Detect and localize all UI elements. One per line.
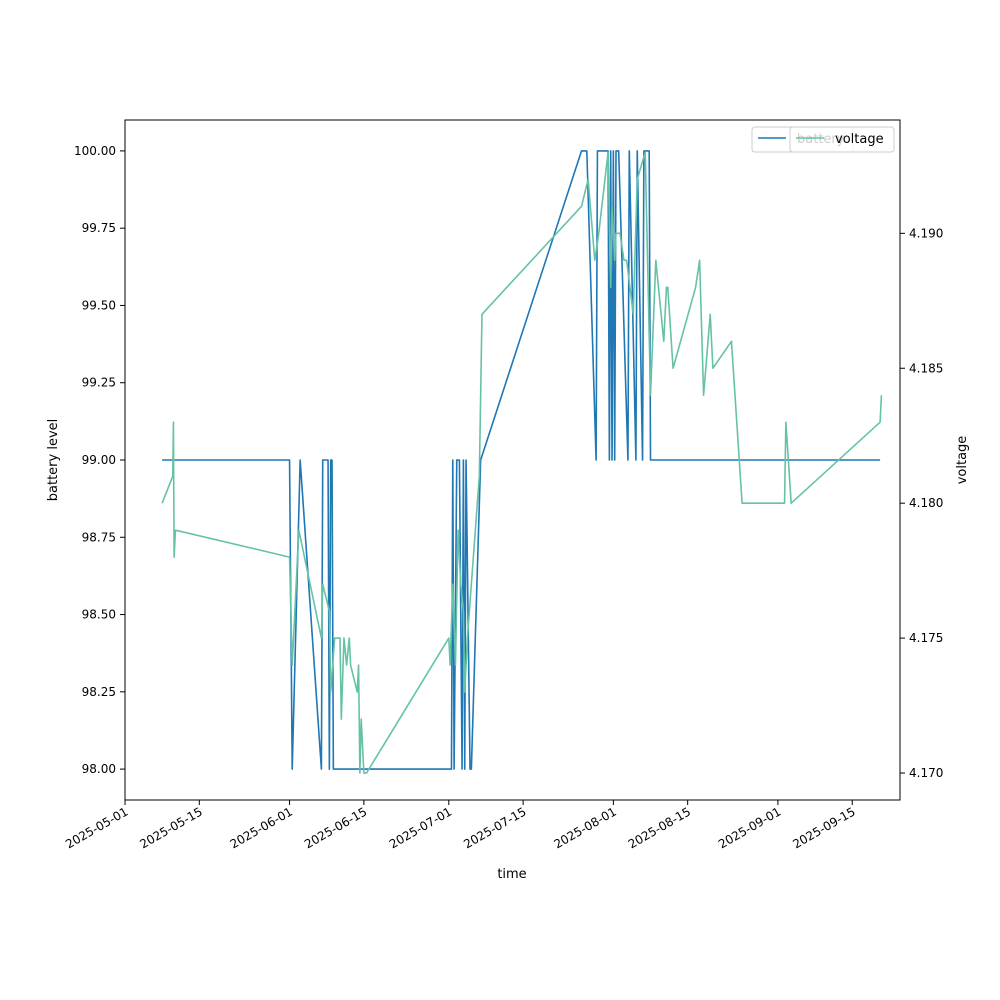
x-axis-label: time: [497, 867, 526, 882]
y-tick-label: 99.25: [82, 376, 116, 390]
y-tick-label: 98.50: [82, 608, 116, 622]
y-tick-label: 98.25: [82, 685, 116, 699]
series-line-voltage: [161, 151, 883, 774]
y2-axis-label: voltage: [955, 436, 970, 485]
y2-tick-label: 4.180: [909, 496, 943, 510]
legend-label: voltage: [835, 132, 884, 147]
y-tick-label: 98.75: [82, 530, 116, 544]
y-axis-label: battery level: [46, 419, 61, 502]
y2-tick-label: 4.185: [909, 361, 943, 375]
legend-layer: batteryvoltage: [751, 126, 895, 153]
y-tick-label: 99.75: [82, 221, 116, 235]
y2-tick-label: 4.190: [909, 226, 943, 240]
y2-tick-label: 4.175: [909, 631, 943, 645]
y-tick-label: 98.00: [82, 762, 116, 776]
legend-voltage: voltage: [789, 126, 895, 153]
y2-tick-label: 4.170: [909, 766, 943, 780]
legend-box: [789, 126, 895, 153]
y-tick-label: 99.00: [82, 453, 116, 467]
y-tick-label: 100.00: [74, 144, 116, 158]
y-tick-label: 99.50: [82, 298, 116, 312]
plot-layer: [161, 150, 883, 774]
